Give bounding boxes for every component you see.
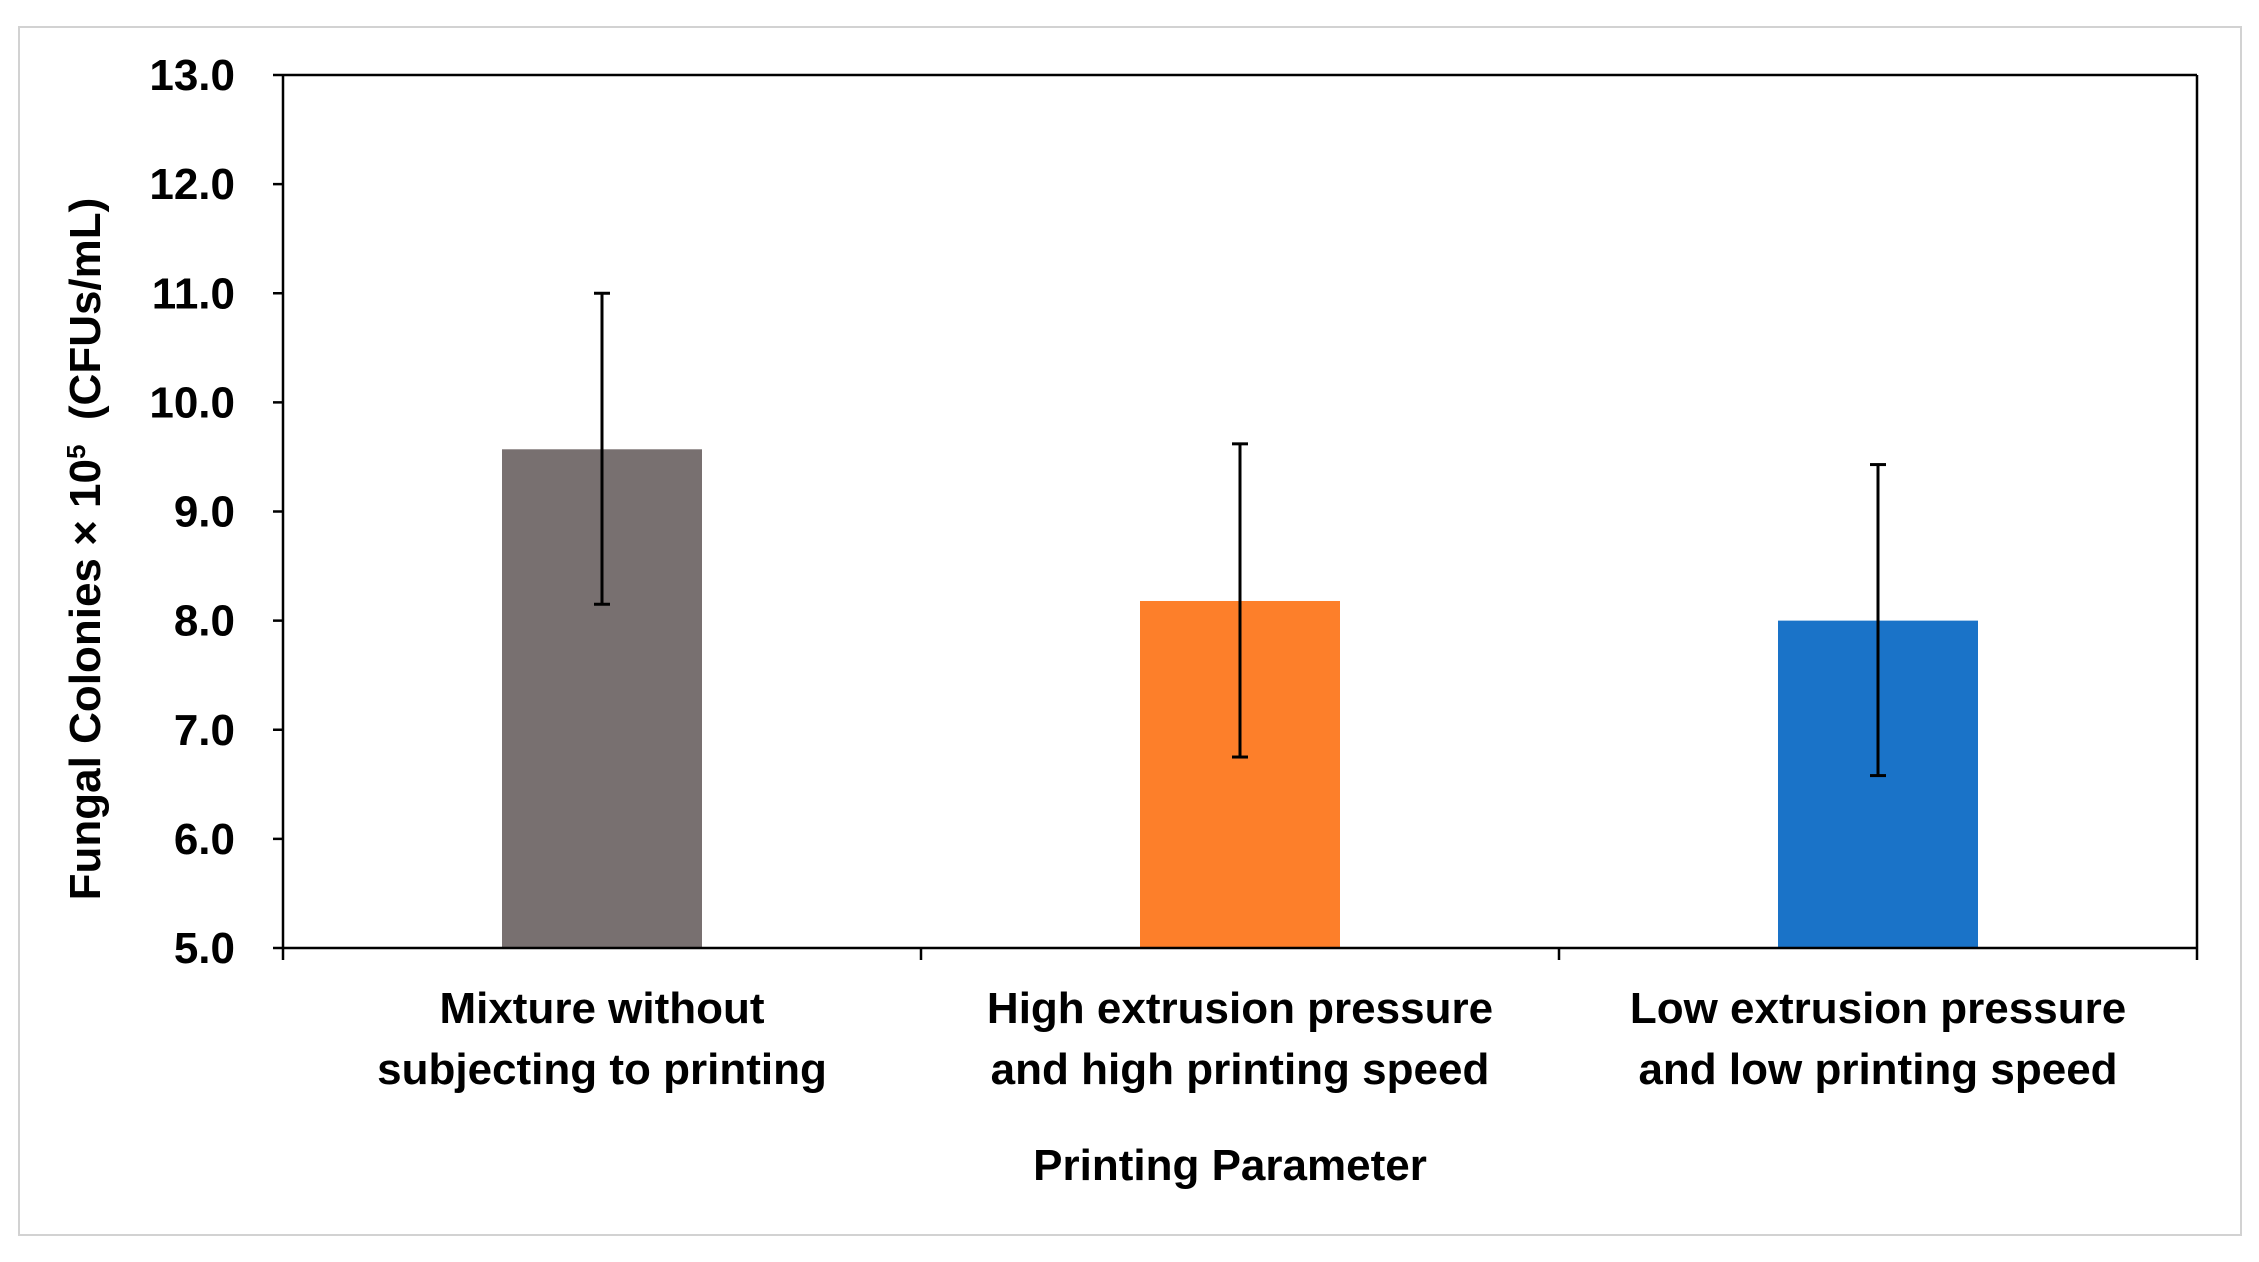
y-tick-label: 5.0 xyxy=(174,924,235,973)
y-tick-label: 11.0 xyxy=(152,269,235,318)
y-tick-label: 9.0 xyxy=(174,488,235,537)
y-tick-label: 13.0 xyxy=(149,51,235,100)
y-axis-label: Fungal Colonies × 105 (CFUs/mL) xyxy=(61,198,110,901)
x-category-label: Low extrusion pressure xyxy=(1630,984,2126,1033)
y-axis-label-exponent: 5 xyxy=(61,445,91,459)
y-tick-label: 8.0 xyxy=(174,597,235,646)
y-tick-label: 12.0 xyxy=(149,160,235,209)
x-category-label: subjecting to printing xyxy=(377,1045,827,1094)
y-tick-label: 10.0 xyxy=(149,378,235,427)
plot-area: 5.0 6.0 7.0 8.0 9.0 10.0 11.0 12.0 13.0 Mixture w… xyxy=(149,51,2199,1094)
y-tick-label: 6.0 xyxy=(174,815,235,864)
x-category-label: and high printing speed xyxy=(991,1045,1490,1094)
y-tick-label: 7.0 xyxy=(174,706,235,755)
x-category-label: and low printing speed xyxy=(1638,1045,2117,1094)
y-axis-label-prefix: Fungal Colonies × 10 xyxy=(61,459,110,900)
x-category-label: High extrusion pressure xyxy=(987,984,1493,1033)
y-axis-label-suffix: (CFUs/mL) xyxy=(61,198,110,445)
x-category-label: Mixture without xyxy=(439,984,764,1033)
x-axis-label: Printing Parameter xyxy=(1033,1141,1427,1190)
